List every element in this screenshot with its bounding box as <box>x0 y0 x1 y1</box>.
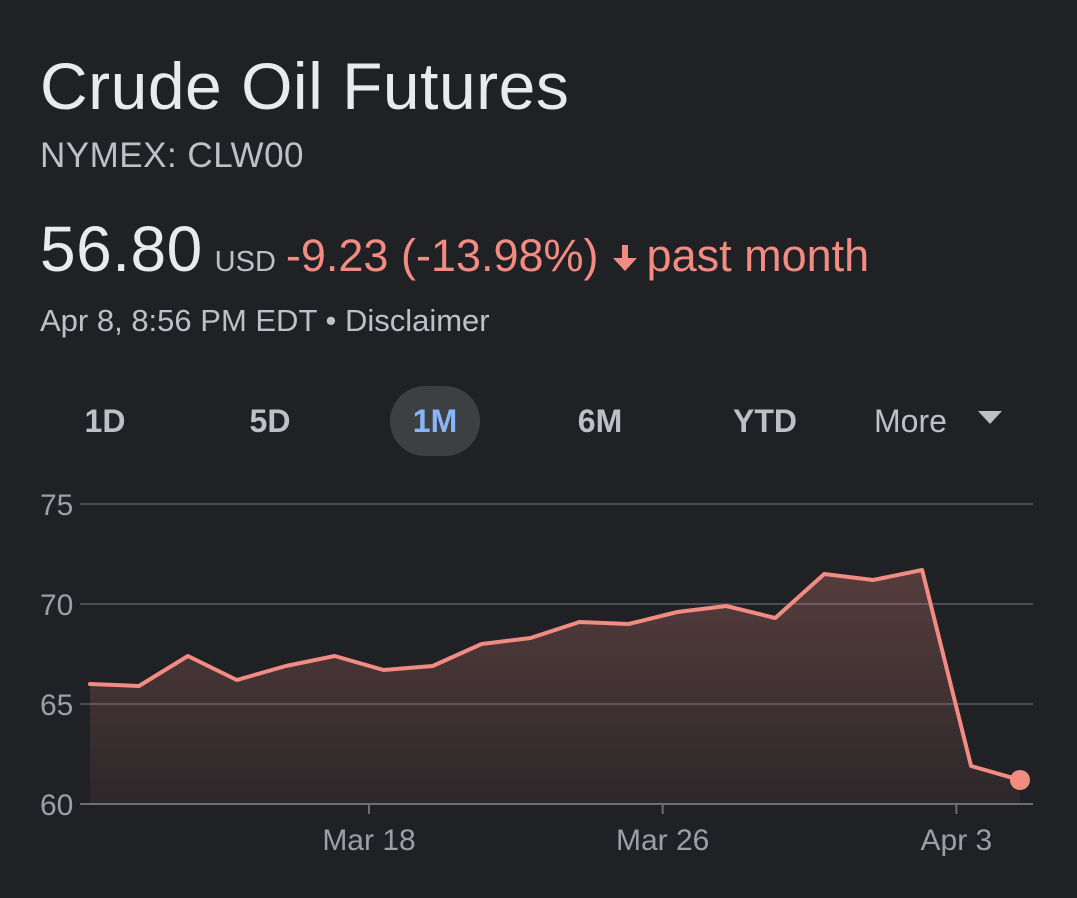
currency-label: USD <box>214 246 276 278</box>
tab-1m[interactable]: 1M <box>390 386 480 456</box>
y-tick-label: 65 <box>40 689 73 722</box>
y-tick-label: 70 <box>40 589 73 622</box>
price-area <box>90 570 1020 804</box>
y-tick-label: 75 <box>40 489 73 522</box>
tab-6m[interactable]: 6M <box>577 403 623 439</box>
current-price: 56.80 <box>40 213 203 285</box>
exchange-symbol: NYMEX: CLW00 <box>40 136 305 175</box>
x-tick-label: Mar 26 <box>616 824 709 857</box>
x-tick-label: Apr 3 <box>921 824 993 857</box>
price-chart[interactable]: 75 70 65 60 Mar 18 Mar 26 Apr 3 <box>0 470 1077 890</box>
price-change: -9.23 (-13.98%) <box>285 230 599 281</box>
page-title: Crude Oil Futures <box>40 49 570 123</box>
price-line <box>88 568 1022 782</box>
timestamp: Apr 8, 8:56 PM EDT <box>40 303 317 338</box>
disclaimer-link[interactable]: Disclaimer <box>344 303 490 338</box>
period-label: past month <box>646 230 870 281</box>
quote-row: 56.80 USD -9.23 (-13.98%) past month <box>40 212 869 292</box>
x-tick-label: Mar 18 <box>322 824 415 857</box>
last-price-point[interactable] <box>1010 770 1030 790</box>
tab-5d[interactable]: 5D <box>249 403 291 439</box>
quote-timestamp-line: Apr 8, 8:56 PM EDT • Disclaimer <box>40 300 490 342</box>
y-tick-label: 60 <box>40 789 73 822</box>
tab-1d[interactable]: 1D <box>84 403 126 439</box>
tab-ytd[interactable]: YTD <box>733 403 797 439</box>
separator-dot: • <box>325 303 337 338</box>
arrow-down-icon <box>611 243 639 273</box>
range-tabs: 1D 5D 1M 6M YTD More <box>0 386 1077 456</box>
caret-down-icon[interactable] <box>978 411 1002 424</box>
more-button[interactable]: More <box>874 403 947 439</box>
